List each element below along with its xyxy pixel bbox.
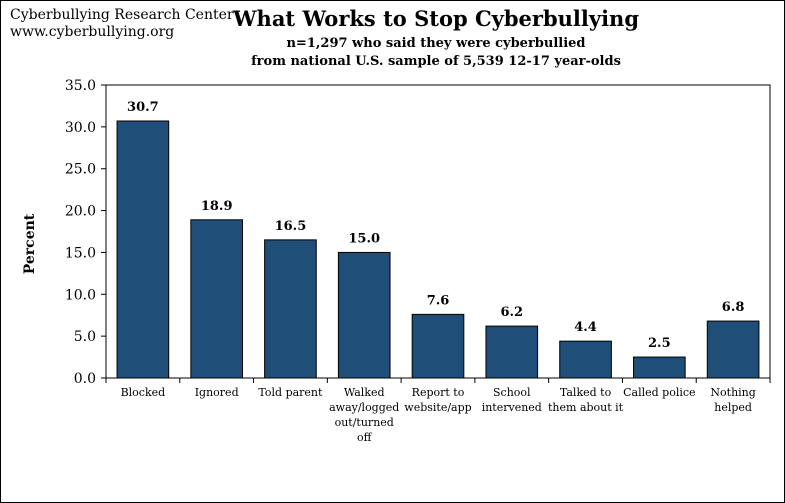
bar-series: 30.7 18.9 16.5 15.0 7.6 6.2 4.4 2.5 6.8 (116, 100, 760, 379)
x-tick-label: Ignored (195, 386, 239, 399)
x-tick-label-line: Told parent (258, 386, 323, 399)
bar (116, 120, 170, 379)
x-tick-label-line: out/turned (335, 416, 394, 429)
bar (411, 313, 465, 379)
y-axis: 0.0 5.0 10.0 15.0 20.0 25.0 30.0 35.0 (65, 78, 106, 387)
x-tick-label-line: Walked (344, 386, 385, 399)
x-tick-label-line: Nothing (710, 386, 755, 399)
x-tick-label-line: away/logged (329, 401, 399, 414)
x-tick-label: Report to website/app (404, 386, 471, 414)
x-tick-label: Talked to them about it (548, 386, 624, 414)
y-tick-label: 30.0 (65, 120, 96, 136)
x-axis: Blocked Ignored Told parent Walked away/logg… (105, 378, 771, 444)
chart-subtitle: n=1,297 who said they were cyberbullied … (1, 35, 785, 71)
y-tick-label: 5.0 (74, 329, 96, 345)
subtitle-line-1: n=1,297 who said they were cyberbullied (286, 36, 586, 51)
y-tick-label: 10.0 (65, 287, 96, 303)
data-label: 15.0 (348, 231, 380, 246)
x-tick-label: Called police (623, 386, 695, 399)
x-tick-label-line: Blocked (121, 386, 166, 399)
bar (337, 251, 391, 379)
x-tick-label-line: Called police (623, 386, 695, 399)
x-tick-label-line: off (357, 431, 373, 444)
y-axis-label: Percent (22, 213, 38, 274)
bar (706, 320, 760, 379)
x-tick-label: Told parent (258, 386, 323, 399)
x-tick-label: School intervened (482, 386, 542, 414)
x-tick-label-line: School (493, 386, 531, 399)
x-tick-label: Blocked (121, 386, 166, 399)
data-label: 6.2 (500, 305, 523, 320)
bar (485, 325, 539, 379)
data-label: 7.6 (427, 293, 450, 308)
x-tick-label-line: helped (714, 401, 752, 414)
bar (264, 239, 317, 379)
y-tick-label: 20.0 (65, 204, 96, 220)
bar (633, 356, 686, 379)
bar (559, 340, 612, 379)
x-tick-label-line: them about it (548, 401, 624, 414)
subtitle-line-2: from national U.S. sample of 5,539 12-17… (251, 54, 621, 69)
source-credit: Cyberbullying Research Center www.cyberb… (10, 7, 234, 41)
bar (190, 219, 243, 379)
chart-title: What Works to Stop Cyberbullying (232, 6, 640, 31)
source-url: www.cyberbullying.org (10, 24, 175, 40)
data-label: 18.9 (201, 199, 233, 214)
data-label: 4.4 (574, 320, 597, 335)
data-label: 16.5 (275, 219, 307, 234)
x-tick-label-line: Talked to (560, 386, 612, 399)
x-tick-label-line: Report to (412, 386, 465, 399)
y-tick-label: 25.0 (65, 162, 96, 178)
source-name: Cyberbullying Research Center (10, 7, 234, 23)
y-tick-label: 0.0 (74, 371, 96, 387)
data-label: 30.7 (127, 100, 159, 115)
x-tick-label-line: intervened (482, 401, 542, 414)
x-tick-label: Nothing helped (710, 386, 755, 414)
y-tick-label: 15.0 (65, 245, 96, 261)
x-tick-label-line: Ignored (195, 386, 239, 399)
data-label: 2.5 (648, 336, 671, 351)
y-tick-label: 35.0 (65, 78, 96, 94)
x-tick-label-line: website/app (404, 401, 471, 414)
data-label: 6.8 (722, 300, 745, 315)
x-tick-label: Walked away/logged out/turned off (329, 386, 399, 444)
